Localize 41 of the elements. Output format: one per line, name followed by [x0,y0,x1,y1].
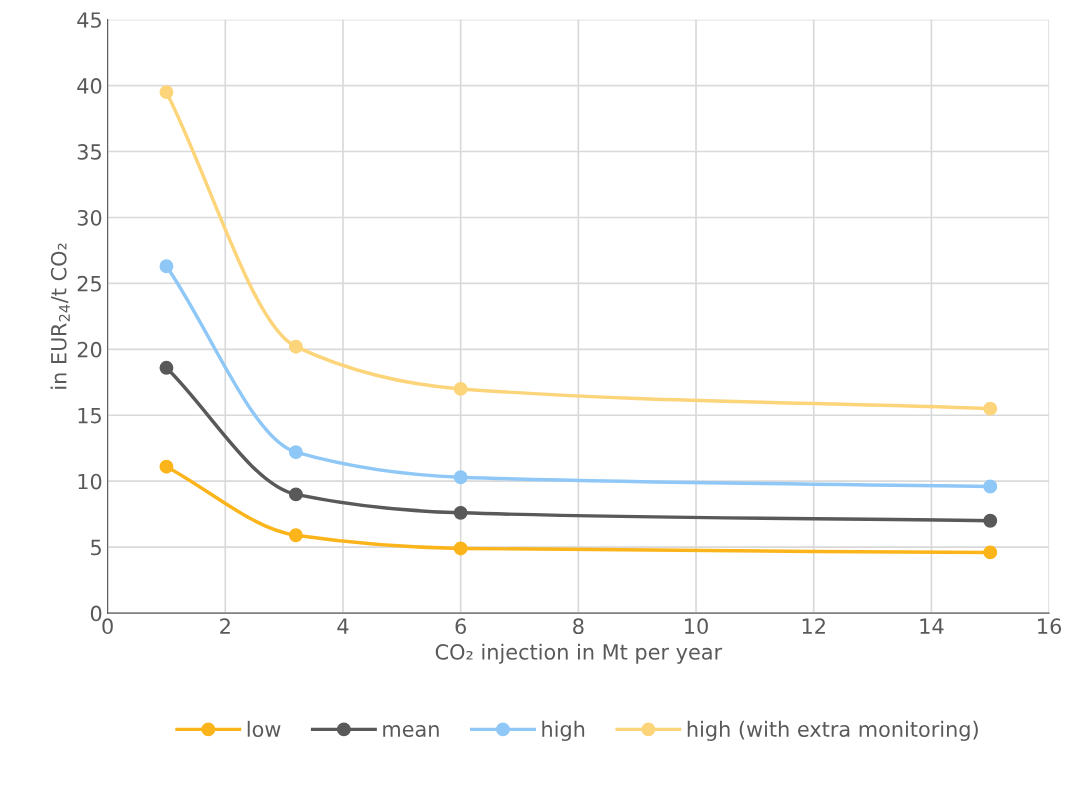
y-tick-label: 45 [77,12,101,28]
point [159,360,174,375]
x-tick-label: 12 [802,618,825,634]
point [983,479,998,494]
point [288,445,303,460]
x-tick-label: 2 [220,618,230,634]
legend-label: high [542,720,585,742]
y-tick-label: 0 [90,605,102,622]
legend-label: high (with extra monitoring) [687,720,978,742]
y-axis-title: in EUR$_{24}$/t CO₂ [50,243,70,389]
y-tick-label: 25 [77,275,101,292]
y-tick-label: 20 [77,341,102,358]
y-tick-label: 30 [77,209,102,226]
point [288,339,303,354]
y-tick-label: 15 [78,408,101,424]
y-tick-label: 40 [77,78,102,94]
x-tick-label: 8 [573,618,584,635]
point [159,459,174,474]
x-tick-label: 6 [455,618,466,635]
legend-label: low [247,720,281,737]
x-tick-label: 16 [1038,618,1062,635]
x-tick-label: 4 [337,618,349,634]
point [453,470,468,485]
y-tick-label: 10 [78,473,102,490]
legend-label: mean [383,725,439,737]
point [983,401,998,416]
point [983,545,998,560]
x-axis-title: CO₂ injection in Mt per year [435,643,723,664]
x-tick-label: 10 [685,618,708,635]
x-tick-label: 14 [920,618,944,634]
point [453,541,468,556]
point [453,505,468,520]
y-tick-label: 35 [77,143,101,160]
point [288,487,303,502]
point [288,528,303,543]
point [159,259,174,274]
x-tick-label: 0 [102,618,113,635]
point [453,381,468,396]
y-tick-label: 5 [91,539,101,556]
point [983,513,998,528]
point [159,85,174,100]
